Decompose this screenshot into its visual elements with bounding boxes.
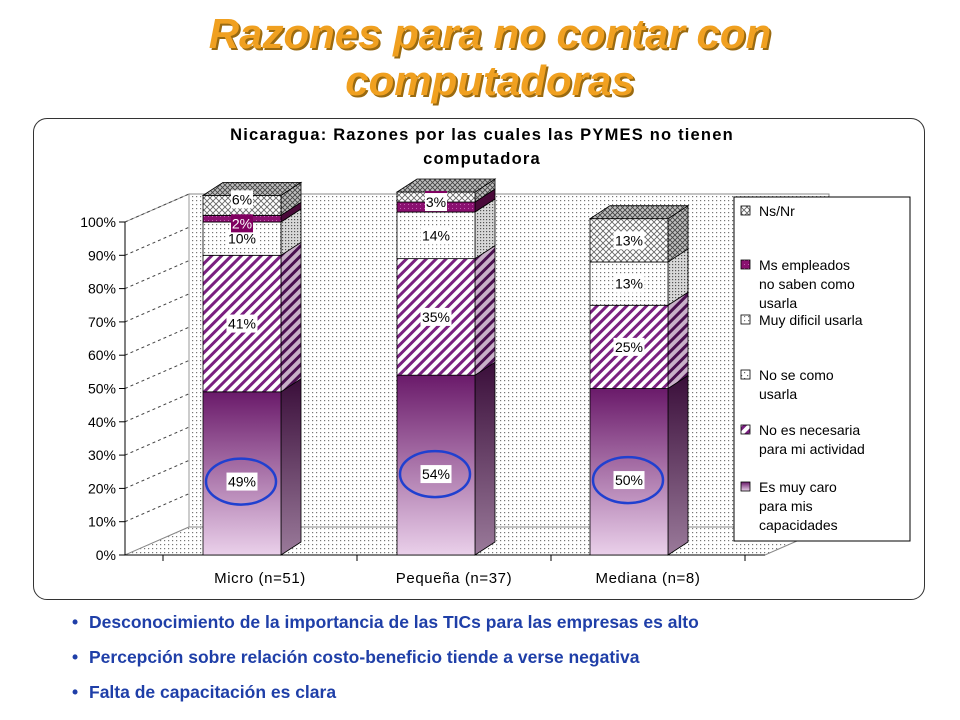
bullet-item: • Percepción sobre relación costo-benefic… <box>72 647 699 667</box>
data-label: 13% <box>615 232 643 248</box>
bar-side <box>667 374 689 556</box>
bullet-list: • Desconocimiento de la importancia de la… <box>72 612 699 717</box>
chart-side-wall <box>124 193 190 556</box>
data-label: 54% <box>422 466 450 482</box>
y-tick-label: 60% <box>88 347 116 363</box>
legend-label: Es muy caro <box>759 479 837 495</box>
data-label: 14% <box>422 227 450 243</box>
bullet-text: Falta de capacitación es clara <box>89 682 337 702</box>
data-label-bg <box>420 226 452 245</box>
data-label-bg <box>231 214 253 233</box>
bullet-item: • Desconocimiento de la importancia de la… <box>72 612 699 632</box>
data-label: 50% <box>615 472 643 488</box>
legend-label: usarla <box>759 295 797 311</box>
y-tick-label: 100% <box>80 214 116 230</box>
bullet-item: • Falta de capacitación es clara <box>72 682 699 702</box>
data-label: 10% <box>228 231 256 247</box>
bar-top <box>201 181 303 196</box>
y-tick-label: 90% <box>88 247 116 263</box>
data-label-bg <box>226 472 258 491</box>
chart-title-line2: computadora <box>423 150 541 168</box>
legend-label: Ns/Nr <box>759 203 795 219</box>
slide-title: Razones para no contar con computadoras <box>0 10 960 104</box>
chart-title: Nicaragua: Razones por las cuales las PY… <box>230 126 734 168</box>
data-label: 35% <box>422 309 450 325</box>
bar-side <box>474 361 496 556</box>
bar-side <box>280 241 302 393</box>
data-label-bg <box>613 231 645 250</box>
legend-box <box>733 196 911 542</box>
chart-bars: 49%41%10%2%6%54%35%14%3%3%50%25%13%13% <box>201 178 690 556</box>
legend-label: usarla <box>759 386 797 402</box>
data-label: 13% <box>615 276 643 292</box>
data-label: 2% <box>232 215 252 231</box>
bullet-text: Percepción sobre relación costo-benefici… <box>89 647 640 667</box>
y-tick-label: 40% <box>88 414 116 430</box>
bar-side <box>280 378 302 556</box>
legend-label: capacidades <box>759 517 838 533</box>
legend-swatch <box>740 369 751 380</box>
data-label-bg <box>420 307 452 326</box>
legend-swatch <box>740 314 751 325</box>
chart-title-line1: Nicaragua: Razones por las cuales las PY… <box>230 126 734 144</box>
slide-title-line2: computadoras <box>345 57 635 105</box>
legend-label: para mi actividad <box>759 441 865 457</box>
data-label: 3% <box>426 194 446 210</box>
data-label: 25% <box>615 339 643 355</box>
bar-side <box>667 291 689 390</box>
bar-top <box>395 178 497 193</box>
data-label-bg <box>425 193 447 212</box>
bullet-dot: • <box>72 647 79 667</box>
legend-label: para mis <box>759 498 813 514</box>
bullet-text: Desconocimiento de la importancia de las… <box>89 612 699 632</box>
data-label-bg <box>613 471 645 490</box>
data-label: 41% <box>228 316 256 332</box>
legend-label: No es necesaria <box>759 422 860 438</box>
slide-title-line1: Razones para no contar con <box>208 10 772 57</box>
bullet-dot: • <box>72 682 79 702</box>
legend-swatch <box>740 205 751 216</box>
x-tick-label: Mediana (n=8) <box>596 570 701 587</box>
y-tick-label: 20% <box>88 480 116 496</box>
data-label-bg <box>613 337 645 356</box>
data-label-bg <box>420 465 452 484</box>
data-label-bg <box>231 190 253 209</box>
bar-top <box>588 205 690 220</box>
data-label-bg <box>613 274 645 293</box>
y-tick-label: 30% <box>88 447 116 463</box>
x-tick-label: Pequeña (n=37) <box>396 570 512 587</box>
data-label-bg <box>226 314 258 333</box>
highlight-circle <box>398 449 472 499</box>
legend-label: Muy dificil usarla <box>759 312 863 328</box>
y-tick-label: 80% <box>88 281 116 297</box>
y-tick-label: 10% <box>88 514 116 530</box>
data-label: 49% <box>228 474 256 490</box>
legend-label: No se como <box>759 367 834 383</box>
highlight-circle <box>204 457 278 506</box>
bar-side <box>474 244 496 376</box>
highlight-circle <box>591 455 665 505</box>
legend-label: Ms empleados <box>759 257 850 273</box>
x-tick-label: Micro (n=51) <box>214 570 306 587</box>
legend-label: no saben como <box>759 276 855 292</box>
y-tick-label: 70% <box>88 314 116 330</box>
y-tick-label: 50% <box>88 381 116 397</box>
data-label: 6% <box>232 191 252 207</box>
legend-swatch <box>740 424 751 435</box>
data-label-bg <box>226 229 258 248</box>
bullet-dot: • <box>72 612 79 632</box>
legend-swatch <box>740 481 751 492</box>
legend-swatch <box>740 259 751 270</box>
y-tick-label: 0% <box>96 547 116 563</box>
